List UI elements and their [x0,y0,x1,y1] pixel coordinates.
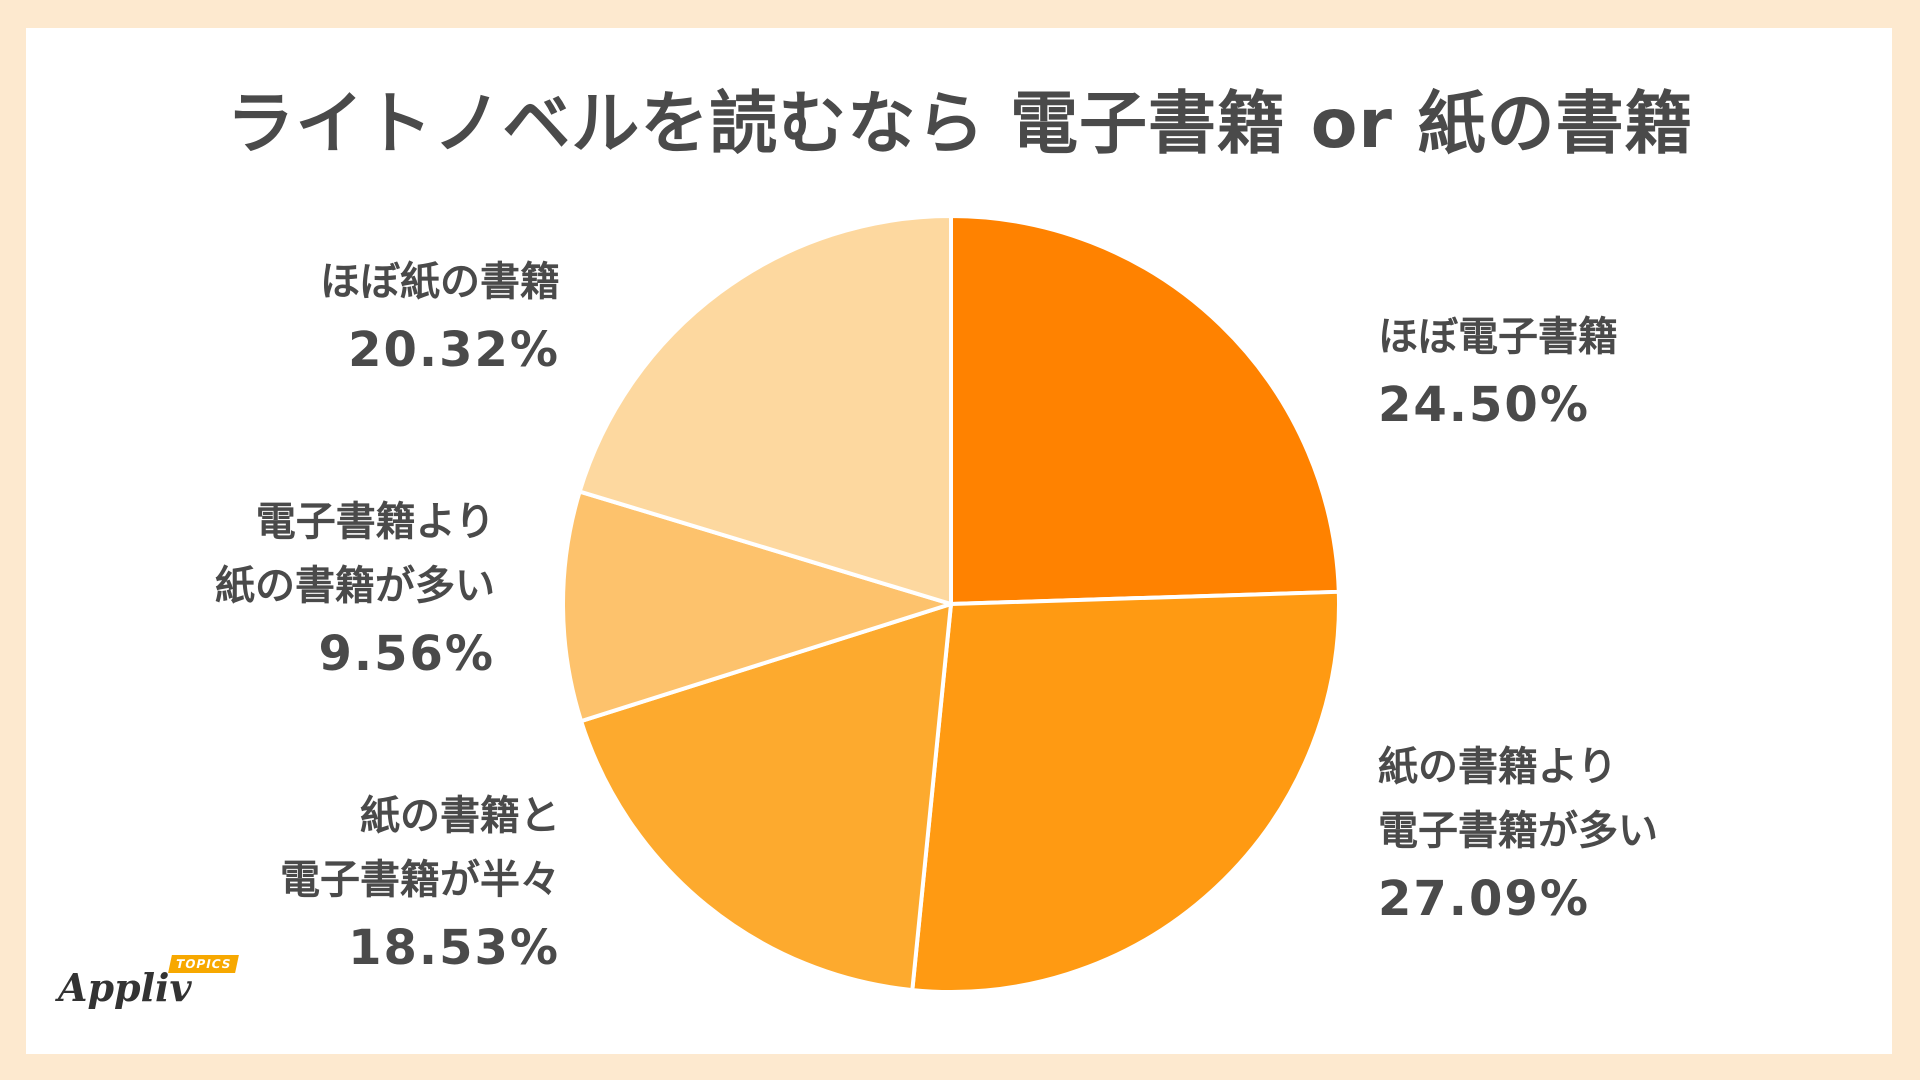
label-slice-2: 紙の書籍と 電子書籍が半々 18.53% [280,784,560,984]
logo-tag: TOPICS [168,955,240,973]
chart-title: ライトノベルを読むなら 電子書籍 or 紙の書籍 [226,85,1694,164]
label-slice-0: ほぼ電子書籍 24.50% [1378,305,1618,441]
pie-slice-2 [579,602,953,993]
appliv-logo: Appliv TOPICS [58,955,240,1010]
pie-slice-0 [949,214,1341,606]
label-slice-4-line-0: ほぼ紙の書籍 [320,259,560,305]
label-slice-3: 電子書籍より 紙の書籍が多い 9.56% [215,490,495,690]
label-slice-1-line-0: 紙の書籍より [1378,744,1618,790]
label-slice-2-value: 18.53% [348,920,560,976]
pie-slice-4 [577,214,953,606]
label-slice-4: ほぼ紙の書籍 20.32% [320,250,560,386]
label-slice-0-value: 24.50% [1378,377,1590,433]
label-slice-2-line-1: 電子書籍が半々 [280,857,560,903]
label-slice-1-value: 27.09% [1378,871,1590,927]
label-slice-0-line-0: ほぼ電子書籍 [1378,314,1618,360]
label-slice-3-line-1: 紙の書籍が多い [215,563,495,609]
pie-slice-3 [561,489,953,724]
label-slice-2-line-0: 紙の書籍と [360,793,560,839]
pie-slice-1 [910,589,1341,994]
label-slice-4-value: 20.32% [348,322,560,378]
label-slice-1-line-1: 電子書籍が多い [1378,808,1658,854]
label-slice-1: 紙の書籍より 電子書籍が多い 27.09% [1378,735,1658,935]
label-slice-3-value: 9.56% [318,626,495,682]
label-slice-3-line-0: 電子書籍より [255,499,495,545]
